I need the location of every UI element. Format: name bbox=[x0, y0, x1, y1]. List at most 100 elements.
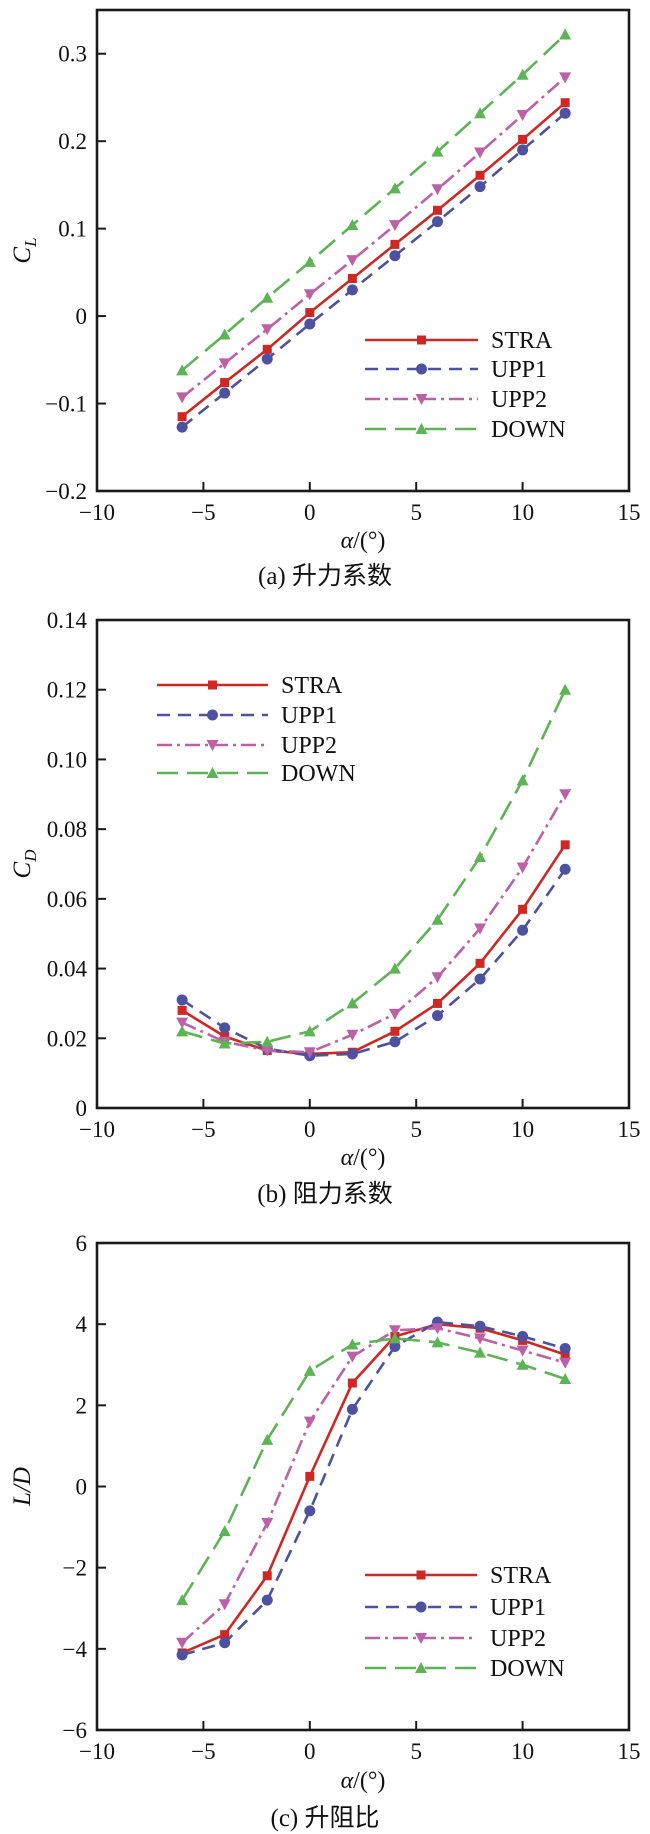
legend-label: DOWN bbox=[491, 417, 566, 443]
marker-triangle-up bbox=[431, 1336, 444, 1348]
marker-triangle-down bbox=[218, 1599, 231, 1611]
x-axis-label: α/(°) bbox=[341, 1768, 386, 1794]
figure-b: −10 −5 0 5 10 15 0.14 0.12 0.10 0.08 0.06 0.04 0.02 0… bbox=[0, 600, 650, 1222]
y-tick-label: 4 bbox=[76, 1312, 88, 1337]
marker-square bbox=[262, 1571, 272, 1581]
marker-triangle-down bbox=[388, 1008, 401, 1020]
marker-square bbox=[432, 205, 442, 215]
marker-square bbox=[390, 239, 400, 249]
y-tick-label: 0.2 bbox=[58, 129, 87, 154]
marker-triangle-down bbox=[474, 147, 487, 159]
marker-triangle-up bbox=[206, 767, 219, 778]
marker-triangle-down bbox=[218, 358, 231, 370]
marker-circle bbox=[176, 421, 188, 433]
y-tick-label: 0 bbox=[76, 1475, 88, 1500]
plot-border bbox=[95, 8, 631, 493]
legend-label: STRA bbox=[490, 1563, 552, 1589]
marker-circle bbox=[304, 318, 316, 330]
y-tick-label: 6 bbox=[76, 1231, 88, 1256]
marker-triangle-down bbox=[206, 740, 219, 751]
marker-triangle-up bbox=[415, 423, 428, 434]
marker-triangle-down bbox=[388, 220, 401, 232]
marker-triangle-up bbox=[474, 107, 487, 119]
y-tick-label: 0.06 bbox=[47, 887, 87, 912]
x-tick-label: 10 bbox=[511, 1117, 534, 1142]
y-tick-label: 0.10 bbox=[47, 747, 87, 772]
legend-label: STRA bbox=[281, 673, 343, 699]
y-tick-label: 0.04 bbox=[47, 957, 88, 982]
marker-circle bbox=[415, 1601, 427, 1613]
plot-border bbox=[95, 618, 631, 1110]
marker-circle bbox=[389, 250, 401, 262]
series-line-stra bbox=[181, 101, 567, 418]
marker-triangle-up bbox=[218, 1525, 231, 1537]
marker-square bbox=[305, 308, 315, 318]
marker-triangle-down bbox=[431, 184, 444, 196]
x-tick-label: 15 bbox=[618, 500, 641, 525]
marker-triangle-up bbox=[388, 962, 401, 974]
chart-a-plot: −10 −5 0 5 10 15 0.3 0.2 0.1 0 −0.1 −0.2 STRA UPP1 UPP… bbox=[9, 8, 641, 554]
marker-circle bbox=[474, 1320, 486, 1332]
marker-triangle-up bbox=[346, 219, 359, 231]
marker-triangle-up bbox=[176, 364, 189, 376]
marker-square bbox=[220, 1630, 230, 1640]
marker-triangle-up bbox=[388, 182, 401, 194]
series-line-down bbox=[181, 1337, 566, 1601]
marker-triangle-down bbox=[516, 862, 529, 874]
marker-triangle-down bbox=[346, 1351, 359, 1363]
marker-circle bbox=[346, 284, 358, 296]
marker-circle bbox=[389, 1036, 401, 1048]
y-tick-label: −4 bbox=[63, 1637, 88, 1662]
marker-circle bbox=[176, 994, 188, 1006]
marker-triangle-down bbox=[176, 1637, 189, 1649]
marker-triangle-down bbox=[474, 923, 487, 935]
y-tick-label: 0.08 bbox=[47, 817, 87, 842]
marker-circle bbox=[346, 1403, 358, 1415]
marker-triangle-up bbox=[261, 1035, 274, 1047]
marker-circle bbox=[346, 1048, 358, 1060]
marker-square bbox=[390, 1026, 400, 1036]
x-tick-label: 0 bbox=[304, 1117, 316, 1142]
legend-label: UPP1 bbox=[491, 357, 547, 383]
chart-b-caption: (b) 阻力系数 bbox=[257, 1181, 393, 1208]
marker-circle bbox=[219, 387, 231, 399]
y-tick-label: 2 bbox=[76, 1393, 88, 1418]
marker-triangle-down bbox=[559, 789, 572, 801]
marker-triangle-down bbox=[474, 1333, 487, 1345]
series-line-upp2 bbox=[181, 76, 567, 399]
y-tick-label: −0.2 bbox=[45, 479, 87, 504]
legend-label: DOWN bbox=[490, 1656, 565, 1682]
marker-square bbox=[177, 1005, 187, 1015]
y-axis-label: CL bbox=[9, 237, 40, 263]
x-tick-label: 15 bbox=[618, 1117, 641, 1142]
series-line-down bbox=[181, 689, 567, 1045]
y-tick-label: 0.14 bbox=[47, 608, 88, 633]
marker-circle bbox=[559, 107, 571, 119]
x-tick-label: −10 bbox=[79, 500, 115, 525]
marker-square bbox=[262, 344, 272, 354]
marker-square bbox=[560, 1350, 570, 1360]
marker-circle bbox=[431, 1010, 443, 1022]
marker-circle bbox=[517, 144, 529, 156]
marker-circle bbox=[559, 1343, 571, 1355]
marker-triangle-up bbox=[218, 328, 231, 340]
y-tick-label: 0 bbox=[76, 1096, 88, 1121]
marker-circle bbox=[559, 863, 571, 875]
marker-circle bbox=[219, 1637, 231, 1649]
marker-triangle-down bbox=[415, 1633, 427, 1644]
marker-triangle-down bbox=[261, 324, 274, 336]
x-tick-label: 5 bbox=[410, 500, 422, 525]
marker-circle bbox=[517, 924, 529, 936]
y-tick-label: 0.12 bbox=[47, 678, 87, 703]
marker-triangle-down bbox=[516, 1345, 529, 1357]
marker-circle bbox=[474, 973, 486, 985]
marker-triangle-down bbox=[303, 289, 316, 301]
marker-square bbox=[208, 680, 217, 690]
marker-circle bbox=[431, 216, 443, 228]
marker-triangle-down bbox=[176, 1017, 189, 1029]
figure-a: −10 −5 0 5 10 15 0.3 0.2 0.1 0 −0.1 −0.2 STRA UPP1 UPP… bbox=[0, 0, 650, 600]
marker-square bbox=[432, 998, 442, 1008]
y-tick-label: 0 bbox=[76, 304, 88, 329]
x-tick-label: 15 bbox=[618, 1739, 641, 1764]
